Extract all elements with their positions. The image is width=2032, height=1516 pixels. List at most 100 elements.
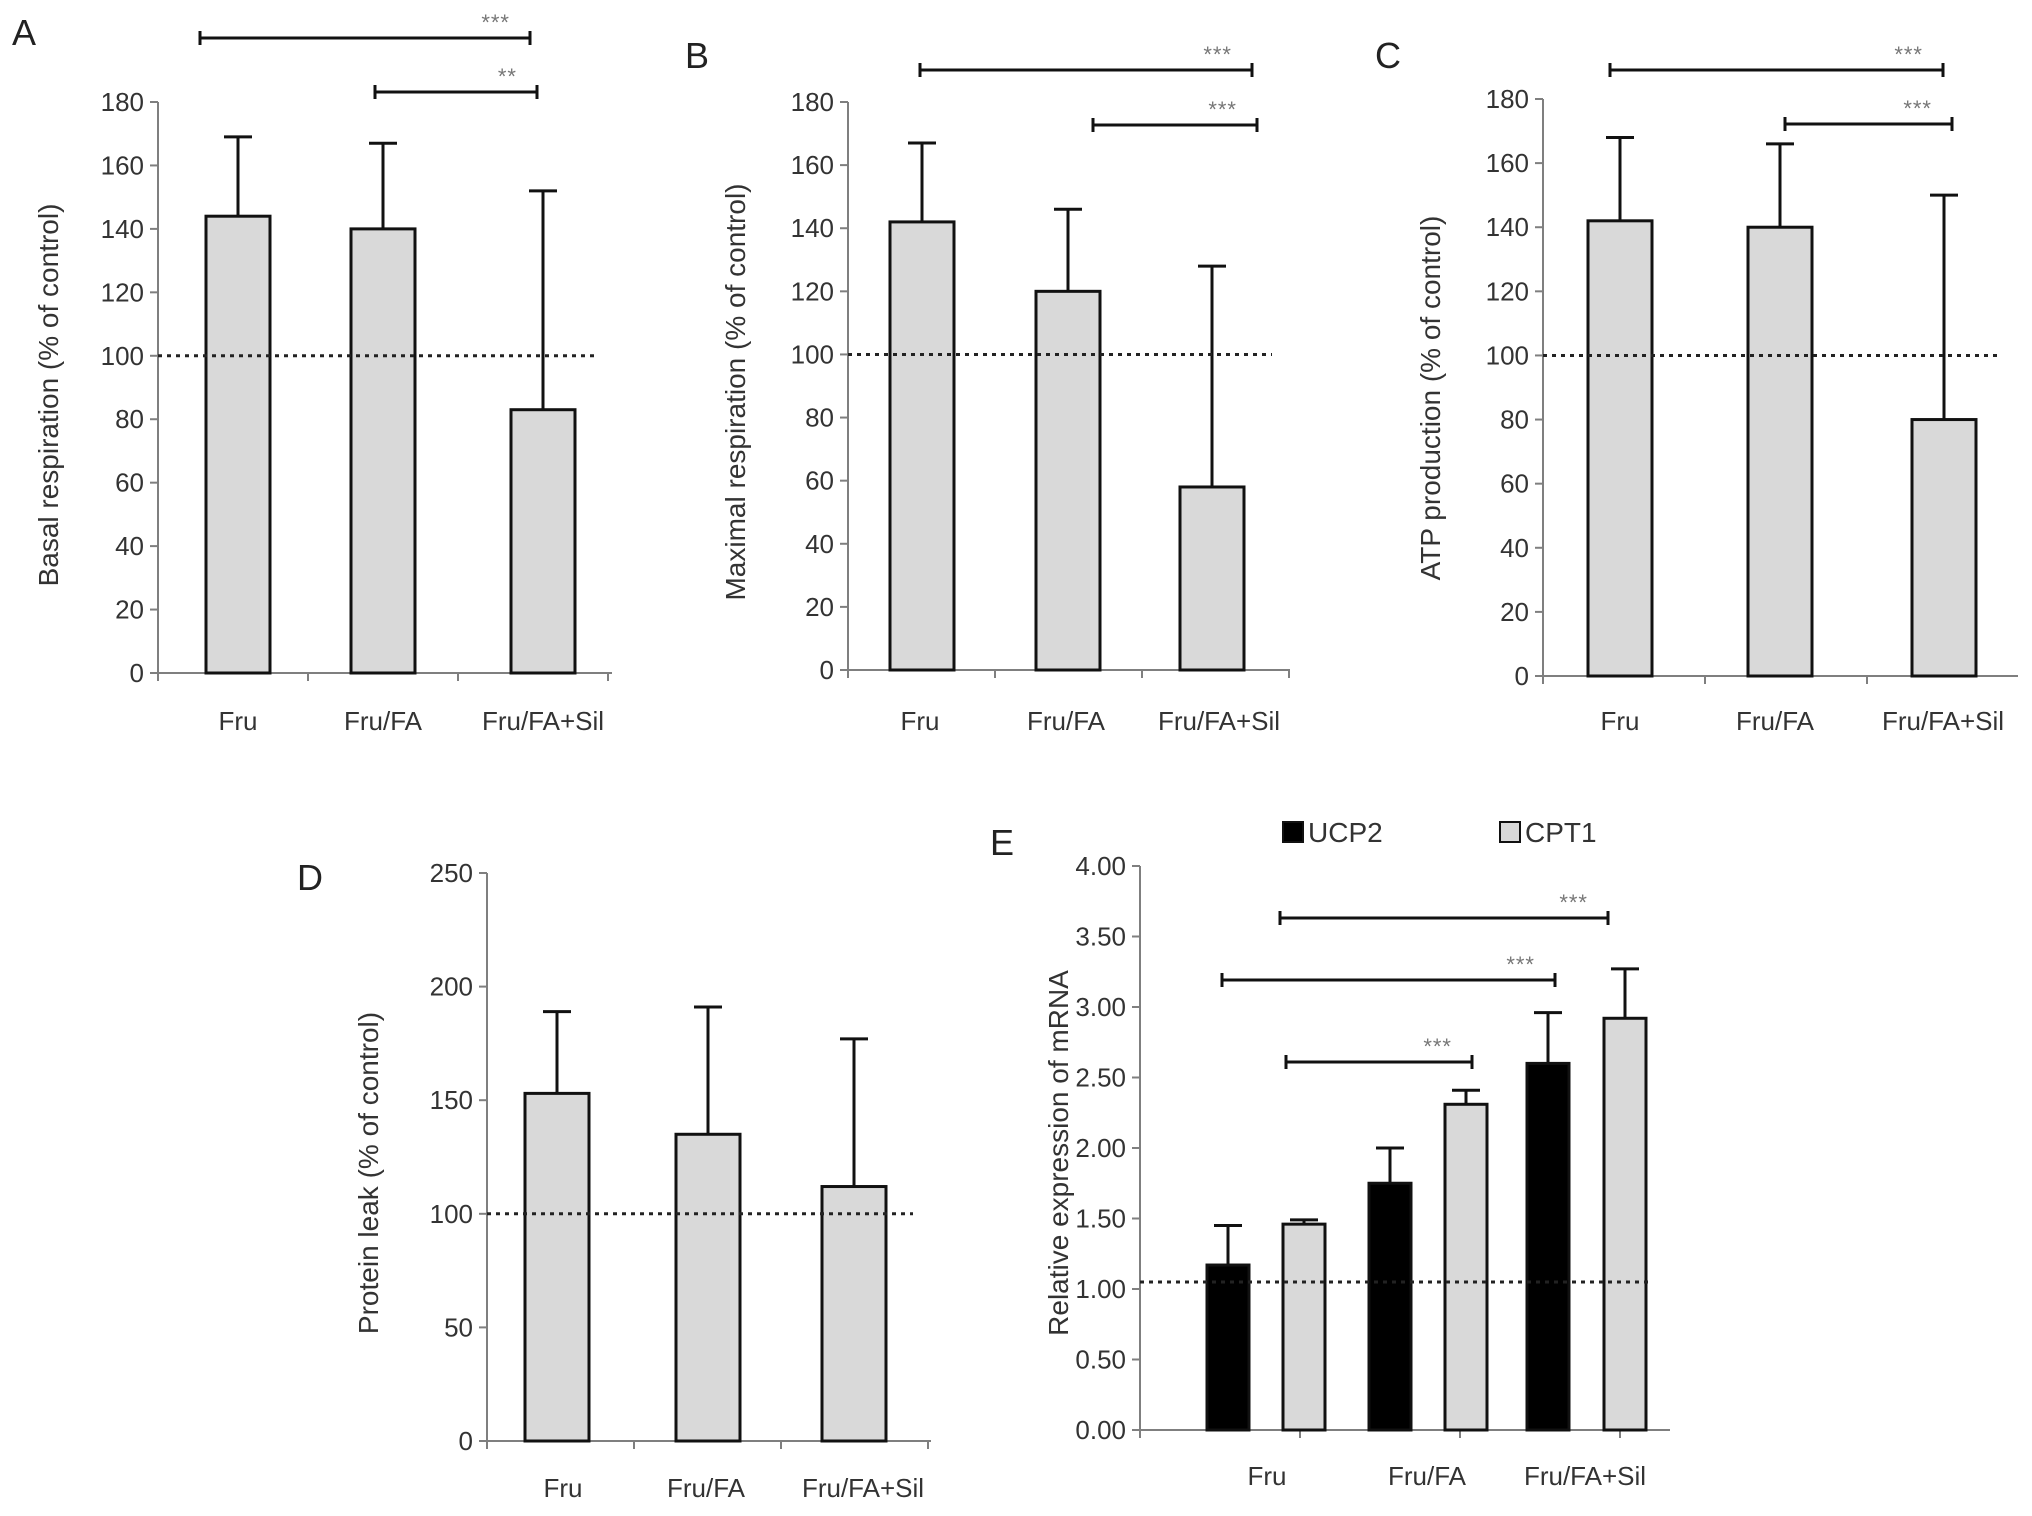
legend-swatch-ucp2 bbox=[1282, 821, 1304, 843]
x-tick-label-c-fru-fa-sil: Fru/FA+Sil bbox=[1882, 706, 2004, 736]
y-tick-label-e-3-50: 3.50 bbox=[1075, 922, 1126, 952]
y-axis-label-d: Protein leak (% of control) bbox=[353, 1012, 384, 1334]
y-tick-label-d-100: 100 bbox=[430, 1199, 473, 1229]
x-tick-label-d-fru-fa: Fru/FA bbox=[667, 1473, 746, 1503]
y-tick-label-a-80: 80 bbox=[115, 404, 144, 434]
panel-letter-a: A bbox=[12, 12, 36, 53]
significance-label-a-0: *** bbox=[481, 10, 510, 35]
bar-d-fru bbox=[523, 1091, 591, 1443]
y-tick-label-d-50: 50 bbox=[444, 1312, 473, 1342]
y-tick-label-c-120: 120 bbox=[1486, 276, 1529, 306]
y-tick-label-a-160: 160 bbox=[101, 150, 144, 180]
bar-e-ucp2-fru-fa bbox=[1367, 1181, 1413, 1432]
x-tick-label-a-fru-fa-sil: Fru/FA+Sil bbox=[482, 706, 604, 736]
y-tick-label-b-20: 20 bbox=[805, 592, 834, 622]
panel-letter-d: D bbox=[297, 857, 323, 898]
panel-d: D Protein leak (% of control) Fru Fru/FA… bbox=[297, 857, 931, 1503]
significance-label-e-2: *** bbox=[1423, 1034, 1452, 1059]
y-tick-label-c-0: 0 bbox=[1515, 661, 1529, 691]
y-tick-label-a-20: 20 bbox=[115, 595, 144, 625]
bar-e-ucp2-fru bbox=[1205, 1263, 1251, 1432]
y-tick-label-e-3-00: 3.00 bbox=[1075, 992, 1126, 1022]
panel-b: B Maximal respiration (% of control) Fru… bbox=[685, 35, 1290, 736]
x-tick-label-b-fru-fa: Fru/FA bbox=[1027, 706, 1106, 736]
bar-d-fru-fa bbox=[674, 1132, 742, 1443]
y-tick-label-a-120: 120 bbox=[101, 277, 144, 307]
bar-a-fru bbox=[204, 214, 272, 675]
y-tick-label-e-1-00: 1.00 bbox=[1075, 1274, 1126, 1304]
y-tick-label-d-150: 150 bbox=[430, 1085, 473, 1115]
y-tick-label-d-0: 0 bbox=[459, 1426, 473, 1456]
x-tick-label-a-fru-fa: Fru/FA bbox=[344, 706, 423, 736]
y-axis-label-a: Basal respiration (% of control) bbox=[33, 204, 64, 587]
y-tick-label-e-0-00: 0.00 bbox=[1075, 1415, 1126, 1445]
x-tick-label-e-fru: Fru bbox=[1248, 1461, 1287, 1491]
y-axis-label-b: Maximal respiration (% of control) bbox=[720, 183, 751, 600]
y-tick-label-b-180: 180 bbox=[791, 87, 834, 117]
significance-label-b-1: *** bbox=[1208, 97, 1237, 122]
y-tick-label-d-250: 250 bbox=[430, 858, 473, 888]
bar-b-fru-fa-sil bbox=[1178, 485, 1246, 672]
bar-e-ucp2-fru-fa-sil bbox=[1525, 1061, 1571, 1432]
bar-d-fru-fa-sil bbox=[820, 1185, 888, 1443]
y-tick-label-c-100: 100 bbox=[1486, 340, 1529, 370]
x-tick-label-d-fru-fa-sil: Fru/FA+Sil bbox=[802, 1473, 924, 1503]
bar-e-cpt1-fru-fa-sil bbox=[1602, 1016, 1648, 1432]
y-tick-label-c-160: 160 bbox=[1486, 148, 1529, 178]
panel-a: A Basal respiration (% of control) Fru F… bbox=[12, 10, 612, 736]
panel-letter-b: B bbox=[685, 35, 709, 76]
y-tick-label-a-60: 60 bbox=[115, 468, 144, 498]
y-tick-label-e-4-00: 4.00 bbox=[1075, 851, 1126, 881]
y-tick-label-e-2-00: 2.00 bbox=[1075, 1133, 1126, 1163]
x-tick-label-e-fru-fa-sil: Fru/FA+Sil bbox=[1524, 1461, 1646, 1491]
bar-b-fru-fa bbox=[1034, 289, 1102, 672]
y-tick-label-b-0: 0 bbox=[820, 655, 834, 685]
x-tick-label-e-fru-fa: Fru/FA bbox=[1388, 1461, 1467, 1491]
y-tick-label-a-0: 0 bbox=[130, 658, 144, 688]
significance-label-e-1: *** bbox=[1506, 952, 1535, 977]
x-tick-label-c-fru: Fru bbox=[1601, 706, 1640, 736]
y-tick-label-a-180: 180 bbox=[101, 87, 144, 117]
legend-label-cpt1: CPT1 bbox=[1525, 817, 1597, 848]
bar-c-fru-fa-sil bbox=[1910, 418, 1978, 678]
significance-label-c-1: *** bbox=[1903, 96, 1932, 121]
y-tick-label-e-1-50: 1.50 bbox=[1075, 1204, 1126, 1234]
y-tick-label-c-80: 80 bbox=[1500, 405, 1529, 435]
significance-label-c-0: *** bbox=[1894, 42, 1923, 67]
y-tick-label-b-140: 140 bbox=[791, 213, 834, 243]
bar-e-cpt1-fru bbox=[1281, 1222, 1327, 1432]
x-tick-label-b-fru-fa-sil: Fru/FA+Sil bbox=[1158, 706, 1280, 736]
y-axis-label-e: Relative expression of mRNA bbox=[1043, 970, 1074, 1336]
significance-label-b-0: *** bbox=[1203, 42, 1232, 67]
x-tick-label-b-fru: Fru bbox=[901, 706, 940, 736]
legend-label-ucp2: UCP2 bbox=[1308, 817, 1383, 848]
panel-c: C ATP production (% of control) Fru Fru/… bbox=[1375, 35, 2018, 736]
y-tick-label-b-160: 160 bbox=[791, 150, 834, 180]
y-tick-label-a-100: 100 bbox=[101, 341, 144, 371]
significance-label-e-0: *** bbox=[1559, 890, 1588, 915]
panel-letter-c: C bbox=[1375, 35, 1401, 76]
bar-c-fru-fa bbox=[1746, 225, 1814, 678]
bar-b-fru bbox=[888, 220, 956, 672]
y-tick-label-c-140: 140 bbox=[1486, 212, 1529, 242]
x-tick-label-d-fru: Fru bbox=[544, 1473, 583, 1503]
y-tick-label-e-0-50: 0.50 bbox=[1075, 1345, 1126, 1375]
y-tick-label-b-100: 100 bbox=[791, 339, 834, 369]
y-tick-label-a-140: 140 bbox=[101, 214, 144, 244]
panel-letter-e: E bbox=[990, 822, 1014, 863]
y-tick-label-b-80: 80 bbox=[805, 403, 834, 433]
bar-a-fru-fa-sil bbox=[509, 408, 577, 675]
significance-label-a-1: ** bbox=[498, 64, 517, 89]
x-tick-label-c-fru-fa: Fru/FA bbox=[1736, 706, 1815, 736]
y-tick-label-d-200: 200 bbox=[430, 972, 473, 1002]
bar-e-cpt1-fru-fa bbox=[1443, 1102, 1489, 1432]
y-tick-label-e-2-50: 2.50 bbox=[1075, 1063, 1126, 1093]
y-tick-label-c-20: 20 bbox=[1500, 597, 1529, 627]
bar-c-fru bbox=[1586, 219, 1654, 678]
y-tick-label-c-180: 180 bbox=[1486, 84, 1529, 114]
y-tick-label-c-60: 60 bbox=[1500, 469, 1529, 499]
y-tick-label-a-40: 40 bbox=[115, 531, 144, 561]
y-axis-label-c: ATP production (% of control) bbox=[1415, 216, 1446, 581]
